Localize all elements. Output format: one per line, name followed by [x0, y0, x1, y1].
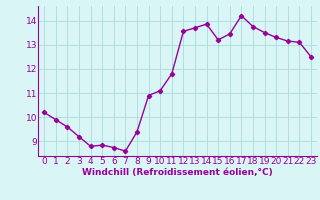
X-axis label: Windchill (Refroidissement éolien,°C): Windchill (Refroidissement éolien,°C): [82, 168, 273, 177]
